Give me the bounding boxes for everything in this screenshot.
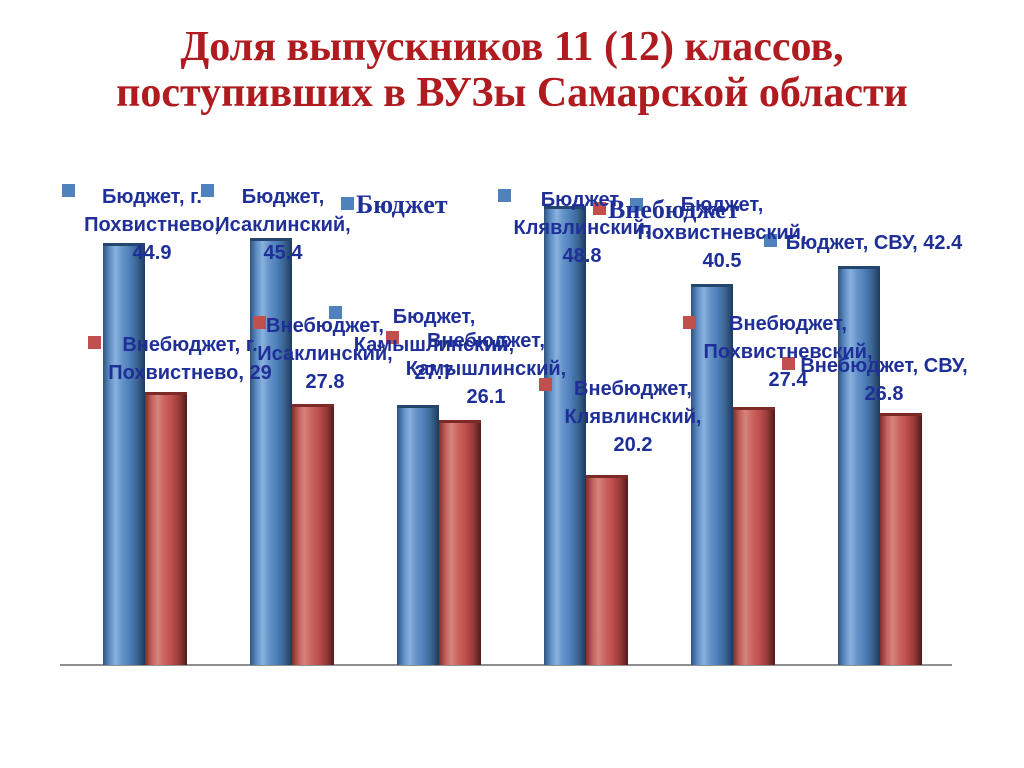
data-label-marker-icon bbox=[764, 234, 777, 247]
bar-Бюджет-г. Похвистнево bbox=[103, 243, 145, 665]
data-label-Внебюджет-Клявлинский: Внебюджет, Клявлинский, 20.2 bbox=[564, 378, 702, 456]
bar-Бюджет-СВУ bbox=[838, 266, 880, 665]
data-label-Внебюджет-г. Похвистнево: Внебюджет, г. Похвистнево, 29 bbox=[108, 334, 272, 384]
data-label-Внебюджет-Камышлинский: Внебюджет, Камышлинский, 26.1 bbox=[405, 330, 567, 408]
data-label-marker-icon bbox=[498, 189, 511, 202]
data-label-marker-icon bbox=[201, 184, 214, 197]
data-label-marker-icon bbox=[630, 198, 643, 211]
bar-Внебюджет-СВУ bbox=[880, 413, 922, 665]
data-label-marker-icon bbox=[88, 336, 101, 349]
bar-Бюджет-Камышлинский bbox=[397, 405, 439, 665]
data-label-marker-icon bbox=[782, 357, 795, 370]
legend-marker-icon bbox=[593, 202, 606, 215]
data-label-marker-icon bbox=[386, 331, 399, 344]
bar-Бюджет-Похвистневский bbox=[691, 284, 733, 665]
data-label-Бюджет-Похвистневский: Бюджет, Похвистневский, 40.5 bbox=[637, 194, 807, 272]
legend-item-Бюджет: Бюджет bbox=[356, 190, 448, 219]
legend-item-Внебюджет: Внебюджет bbox=[608, 195, 740, 224]
data-label-Внебюджет-Исаклинский: Внебюджет, Исаклинский, 27.8 bbox=[257, 315, 393, 393]
bar-Бюджет-Исаклинский bbox=[250, 238, 292, 665]
data-label-marker-icon bbox=[683, 316, 696, 329]
bar-Внебюджет-Камышлинский bbox=[439, 420, 481, 665]
data-label-marker-icon bbox=[62, 184, 75, 197]
bar-Внебюджет-Клявлинский bbox=[586, 475, 628, 665]
bar-Внебюджет-Исаклинский bbox=[292, 404, 334, 665]
category-axis-line bbox=[60, 664, 952, 666]
bar-Бюджет-Клявлинский bbox=[544, 206, 586, 665]
data-label-Бюджет-Камышлинский: Бюджет, Камышлинский, 27.7 bbox=[353, 306, 515, 384]
data-label-Внебюджет-Похвистневский: Внебюджет, Похвистневский, 27.4 bbox=[703, 313, 873, 391]
chart-title: Доля выпускников 11 (12) классов, поступ… bbox=[116, 24, 908, 116]
bar-Внебюджет-Похвистневский bbox=[733, 407, 775, 665]
bar-Внебюджет-г. Похвистнево bbox=[145, 392, 187, 665]
legend-marker-icon bbox=[341, 197, 354, 210]
data-label-marker-icon bbox=[253, 316, 266, 329]
data-label-Бюджет-г. Похвистнево: Бюджет, г. Похвистнево, 44.9 bbox=[84, 186, 220, 264]
data-label-marker-icon bbox=[329, 306, 342, 319]
data-label-Внебюджет-СВУ: Внебюджет, СВУ, 26.8 bbox=[800, 355, 968, 405]
data-label-marker-icon bbox=[539, 378, 552, 391]
data-label-Бюджет-Клявлинский: Бюджет, Клявлинский, 48.8 bbox=[513, 189, 651, 267]
data-label-Бюджет-СВУ: Бюджет, СВУ, 42.4 bbox=[785, 232, 963, 254]
data-label-Бюджет-Исаклинский: Бюджет, Исаклинский, 45.4 bbox=[215, 186, 351, 264]
